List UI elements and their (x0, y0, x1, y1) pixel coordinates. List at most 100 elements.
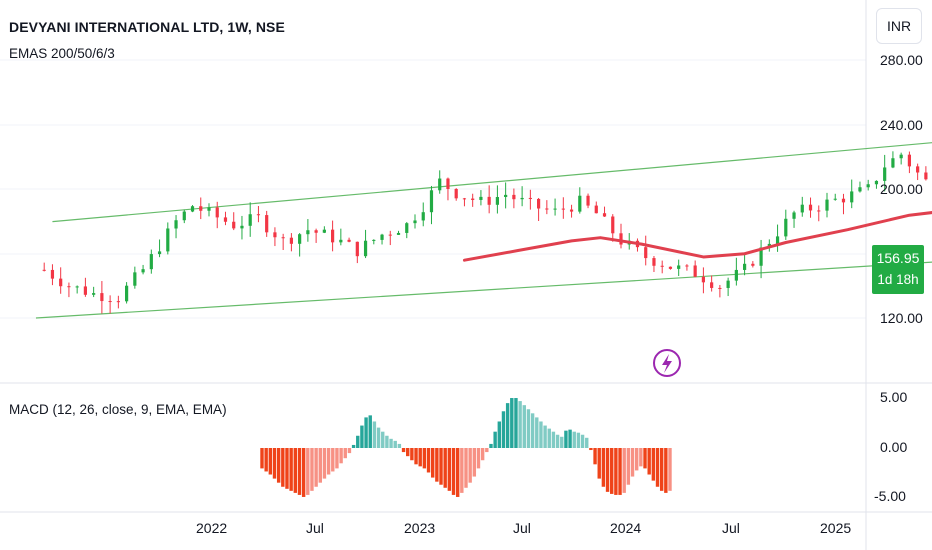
macd-bar (406, 448, 410, 457)
macd-bar (468, 448, 472, 483)
candle-body (504, 194, 508, 198)
lightning-bolt-icon (662, 354, 672, 373)
time-label-2025: 2025 (820, 520, 852, 536)
candle-body (677, 265, 681, 269)
candle-body (907, 154, 911, 167)
candle-body (240, 225, 244, 229)
candle-body (413, 220, 417, 224)
candle-body (248, 214, 252, 226)
candle-body (108, 301, 112, 303)
candle-body (693, 265, 697, 277)
candle-body (265, 215, 269, 233)
macd-bar (301, 448, 306, 497)
macd-bar (455, 448, 460, 497)
candle-body (602, 213, 607, 217)
candle-body (396, 232, 401, 235)
candle-body (306, 230, 310, 235)
last-price-badge: 156.95 1d 18h (872, 245, 924, 294)
macd-bar (418, 448, 422, 467)
candle-body (100, 293, 104, 302)
candle-body (339, 239, 343, 243)
candle-body (833, 198, 837, 200)
candle-body (75, 286, 79, 288)
macd-bar (585, 437, 589, 448)
candle-body (850, 191, 854, 203)
candle-body (166, 228, 170, 252)
macd-bar (464, 448, 468, 488)
bar-countdown: 1d 18h (877, 272, 919, 287)
macd-bar (651, 448, 656, 481)
macd-bar (322, 448, 327, 479)
candle-body (298, 234, 302, 244)
candle-body (569, 209, 574, 212)
candle-body (726, 280, 730, 288)
macd-bar (518, 401, 522, 448)
candle-body (874, 180, 879, 185)
candle-body (512, 194, 516, 200)
currency-button[interactable]: INR (876, 8, 922, 44)
price-tick-240: 240.00 (880, 117, 923, 133)
candle-body (273, 232, 277, 238)
candle-body (92, 293, 96, 295)
candle-body (125, 285, 129, 302)
alert-circle (653, 349, 681, 377)
macd-bar (260, 448, 264, 469)
candle-body (199, 206, 203, 211)
macd-bar (610, 448, 614, 494)
macd-bar (351, 444, 356, 448)
candle-body (256, 214, 261, 216)
macd-bar (443, 448, 447, 488)
candle-body (59, 278, 63, 287)
macd-bar (655, 448, 660, 487)
macd-bar (668, 448, 672, 491)
macd-bar (543, 425, 547, 448)
candle-body (743, 263, 747, 270)
macd-bar (422, 448, 427, 469)
trend-channel (35, 142, 932, 319)
candle-body (710, 282, 714, 288)
macd-tick-0: 0.00 (880, 439, 908, 455)
macd-bar (318, 448, 322, 483)
candle-body (668, 266, 673, 269)
macd-bar (622, 448, 626, 493)
candle-body (899, 154, 903, 159)
macd-bar (430, 448, 435, 478)
macd-bar (551, 431, 556, 448)
macd-bar (331, 448, 335, 472)
candle-body (429, 190, 434, 213)
macd-bar (526, 409, 531, 448)
candle-body (883, 167, 887, 181)
macd-bar (539, 421, 543, 448)
macd-bar (339, 448, 343, 464)
candle-body (660, 265, 664, 267)
macd-bar (297, 448, 302, 495)
indicator-legend[interactable]: EMAS 200/50/6/3 (9, 46, 115, 61)
candle-body (652, 258, 656, 266)
candle-body (611, 216, 615, 234)
candle-body (479, 196, 483, 200)
alert-icon[interactable] (653, 349, 681, 377)
candle-body (545, 208, 549, 210)
macd-bar (555, 434, 560, 448)
macd-bar (410, 448, 414, 461)
macd-bar (310, 448, 314, 491)
candle-body (149, 254, 153, 270)
candle-body (157, 251, 162, 255)
candle-body (281, 237, 285, 239)
candle-body (718, 287, 722, 289)
macd-bar (618, 448, 622, 495)
macd-bar (472, 448, 477, 477)
candle-body (528, 197, 532, 199)
macd-bar (634, 448, 639, 471)
candle-body (685, 265, 689, 267)
macd-legend[interactable]: MACD (12, 26, close, 9, EMA, EMA) (9, 402, 227, 417)
candle-body (858, 187, 862, 192)
macd-bar (580, 434, 585, 448)
macd-bar (368, 415, 372, 448)
macd-tick-5: 5.00 (880, 389, 908, 405)
candle-body (924, 172, 928, 180)
ema-line (462, 211, 932, 262)
macd-bar (476, 448, 481, 469)
